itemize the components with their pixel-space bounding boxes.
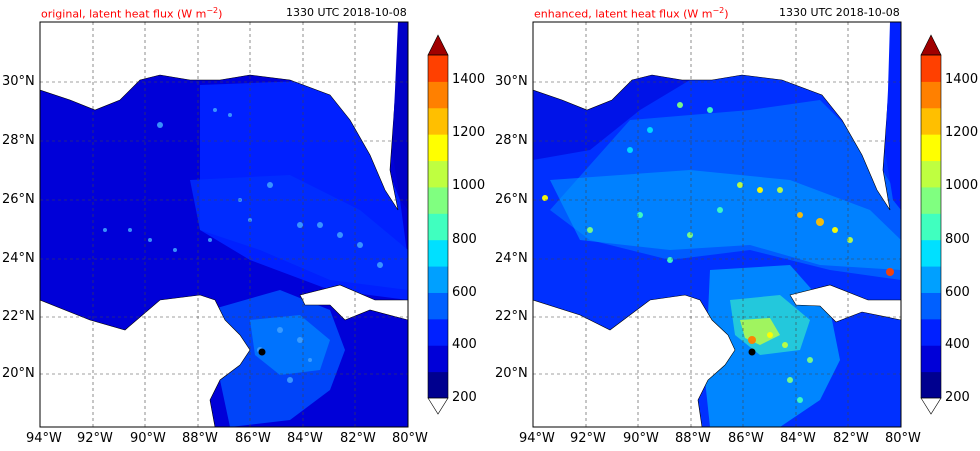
colorbar-segment: [921, 239, 941, 267]
right-storm-eye: [748, 348, 756, 356]
left-lon-label: 90°W: [130, 431, 166, 446]
right-lon-label: 86°W: [728, 431, 764, 446]
left-lat-label: 22°N: [2, 309, 35, 324]
right-map-frame: [532, 21, 902, 428]
left-colorbar-label: 800: [452, 232, 477, 247]
left-lat-label: 28°N: [2, 133, 35, 148]
colorbar-segment: [921, 345, 941, 373]
left-lat-label: 26°N: [2, 192, 35, 207]
right-colorbar-label: 800: [945, 232, 970, 247]
colorbar-segment: [428, 107, 448, 135]
right-lon-label: 88°W: [675, 431, 711, 446]
right-land-us: [533, 22, 901, 211]
colorbar-segment: [428, 292, 448, 320]
right-lat-label: 24°N: [495, 251, 528, 266]
right-lat-label: 26°N: [495, 192, 528, 207]
left-lat-label: 24°N: [2, 251, 35, 266]
left-lon-label: 88°W: [182, 431, 218, 446]
colorbar-extend-min: [920, 397, 942, 415]
right-lon-label: 82°W: [833, 431, 869, 446]
colorbar-extend-max: [427, 34, 449, 56]
left-colorbar-label: 1200: [452, 125, 486, 140]
colorbar-segment: [921, 266, 941, 293]
right-flux-dots: [542, 102, 894, 403]
right-colorbar-label: 1200: [945, 125, 979, 140]
colorbar-segment: [428, 134, 448, 162]
colorbar-segment: [921, 371, 941, 399]
right-colorbar-label: 400: [945, 337, 970, 352]
right-panel-title: enhanced, latent heat flux (W m−2): [534, 6, 729, 21]
right-lon-label: 92°W: [570, 431, 606, 446]
colorbar-segment: [921, 81, 941, 109]
left-lon-label: 80°W: [392, 431, 428, 446]
colorbar-extend-min: [427, 397, 449, 415]
colorbar-frame: [920, 54, 942, 399]
left-colorbar-label: 600: [452, 285, 477, 300]
left-colorbar-label: 200: [452, 390, 477, 405]
colorbar-segment: [428, 239, 448, 267]
right-map-panel: enhanced, latent heat flux (W m−2) 1330 …: [490, 0, 980, 451]
left-panel-timestamp: 1330 UTC 2018-10-08: [286, 6, 407, 19]
colorbar-segment: [428, 213, 448, 241]
colorbar-segment: [428, 318, 448, 346]
left-land-cuba: [299, 284, 408, 321]
right-lat-label: 22°N: [495, 309, 528, 324]
colorbar-segment: [921, 292, 941, 320]
left-lon-label: 82°W: [340, 431, 376, 446]
right-lon-label: 84°W: [780, 431, 816, 446]
left-gridlines: [40, 22, 408, 427]
left-lat-label: 30°N: [2, 74, 35, 89]
left-lon-label: 84°W: [287, 431, 323, 446]
left-map-svg: [39, 21, 449, 428]
right-panel-timestamp: 1330 UTC 2018-10-08: [779, 6, 900, 19]
left-panel-title: original, latent heat flux (W m−2): [41, 6, 223, 21]
colorbar-segment: [921, 134, 941, 162]
colorbar-segment: [428, 81, 448, 109]
left-lon-label: 94°W: [26, 431, 62, 446]
colorbar-segment: [921, 186, 941, 214]
left-storm-eye: [258, 348, 266, 356]
right-colorbar-label: 200: [945, 390, 970, 405]
right-lat-label: 20°N: [495, 366, 528, 381]
right-land-cuba: [789, 284, 901, 323]
left-lat-label: 20°N: [2, 366, 35, 381]
right-colorbar-label: 600: [945, 285, 970, 300]
colorbar-segment: [921, 318, 941, 346]
colorbar-segment: [921, 55, 941, 82]
right-map-svg: [532, 21, 942, 428]
left-lon-label: 92°W: [77, 431, 113, 446]
left-colorbar-label: 1000: [452, 178, 486, 193]
left-lon-label: 86°W: [235, 431, 271, 446]
right-gridlines: [533, 22, 901, 427]
left-colorbar-label: 400: [452, 337, 477, 352]
colorbar-segment: [428, 160, 448, 188]
right-lat-label: 30°N: [495, 74, 528, 89]
left-colorbar: [427, 34, 449, 415]
colorbar-segment: [921, 160, 941, 188]
colorbar-segment: [428, 186, 448, 214]
right-lat-label: 28°N: [495, 133, 528, 148]
left-map-frame: [39, 21, 409, 428]
right-lon-label: 80°W: [885, 431, 921, 446]
colorbar-extend-max: [920, 34, 942, 56]
colorbar-segment: [921, 213, 941, 241]
colorbar-segment: [428, 55, 448, 82]
colorbar-segment: [921, 107, 941, 135]
right-colorbar-label: 1000: [945, 178, 979, 193]
colorbar-segment: [428, 345, 448, 373]
right-land-yucatan: [533, 294, 736, 427]
colorbar-segment: [428, 266, 448, 293]
right-colorbar-label: 1400: [945, 72, 979, 87]
right-colorbar: [920, 34, 942, 415]
right-lon-label: 90°W: [623, 431, 659, 446]
right-lon-label: 94°W: [519, 431, 555, 446]
colorbar-segment: [428, 371, 448, 399]
left-map-panel: original, latent heat flux (W m−2) 1330 …: [2, 6, 486, 446]
left-colorbar-label: 1400: [452, 72, 486, 87]
left-flux-dots: [103, 108, 383, 383]
colorbar-frame: [427, 54, 449, 399]
